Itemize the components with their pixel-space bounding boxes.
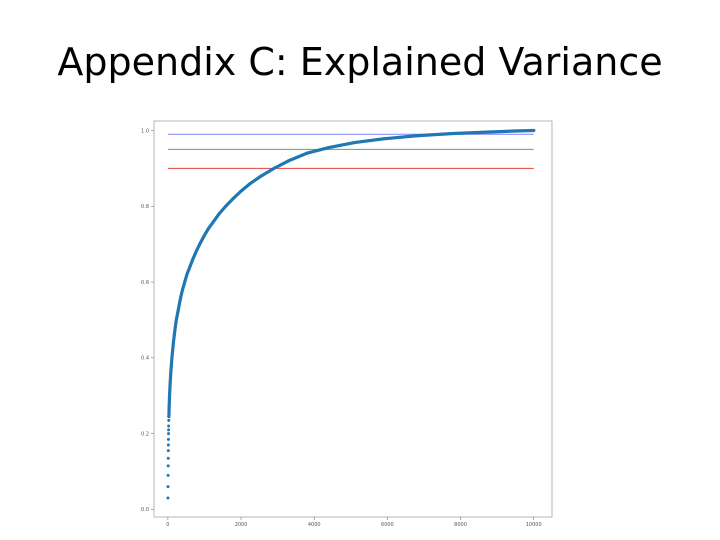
- data-point-44: [248, 182, 252, 186]
- y-tick-label-2: 0.4: [141, 356, 149, 362]
- x-tick-label-1: 2000: [235, 522, 248, 528]
- data-point-54: [488, 130, 492, 134]
- data-point-26: [174, 318, 178, 322]
- data-point-15: [167, 401, 171, 405]
- slide-title: Appendix C: Explained Variance: [57, 40, 663, 84]
- data-point-13: [167, 411, 171, 415]
- data-point-1: [166, 485, 170, 489]
- data-points: [166, 128, 536, 500]
- data-point-33: [188, 265, 192, 269]
- data-point-23: [171, 341, 175, 345]
- x-axis-ticks: 0 2000 4000 6000 8000 10000: [166, 517, 542, 528]
- data-point-29: [179, 295, 183, 299]
- y-tick-label-4: 0.8: [141, 204, 149, 210]
- data-point-0: [166, 496, 170, 500]
- data-point-14: [167, 405, 171, 409]
- data-point-50: [352, 141, 356, 145]
- data-point-22: [171, 348, 175, 352]
- data-point-12: [167, 415, 171, 419]
- data-point-28: [177, 303, 181, 307]
- data-point-45: [259, 174, 263, 178]
- data-point-53: [451, 132, 455, 136]
- data-point-4: [166, 456, 170, 460]
- data-point-49: [327, 146, 331, 150]
- data-point-52: [415, 134, 419, 138]
- x-tick-label-2: 4000: [308, 522, 321, 528]
- data-point-47: [287, 159, 291, 163]
- data-point-9: [167, 428, 171, 432]
- data-point-36: [198, 242, 202, 246]
- data-point-43: [239, 189, 243, 193]
- data-point-21: [170, 356, 174, 360]
- data-point-46: [272, 166, 276, 170]
- data-point-35: [194, 250, 198, 254]
- y-axis-ticks: 0.0 0.2 0.4 0.6 0.8 1.0: [141, 128, 154, 513]
- y-tick-label-3: 0.6: [141, 280, 149, 286]
- y-tick-label-0: 0.0: [141, 507, 149, 513]
- data-point-6: [166, 443, 170, 447]
- data-point-18: [168, 382, 172, 386]
- data-point-10: [167, 424, 171, 428]
- data-point-42: [231, 197, 235, 201]
- explained-variance-chart: 0 2000 4000 6000 8000 10000 0.0 0.2 0.4 0.6 0.8 1.…: [141, 120, 553, 528]
- data-point-32: [185, 272, 189, 276]
- data-point-3: [166, 464, 170, 468]
- data-point-19: [169, 373, 173, 377]
- data-point-39: [212, 219, 216, 223]
- data-point-31: [183, 280, 187, 284]
- x-tick-label-5: 10000: [526, 522, 542, 528]
- data-point-20: [169, 365, 173, 369]
- data-point-25: [173, 326, 177, 330]
- data-point-30: [181, 288, 185, 292]
- data-point-55: [517, 129, 521, 133]
- x-tick-label-3: 6000: [381, 522, 394, 528]
- data-point-2: [166, 473, 170, 477]
- data-point-48: [305, 151, 309, 155]
- x-tick-label-0: 0: [166, 522, 169, 528]
- data-point-16: [167, 396, 171, 400]
- data-point-51: [382, 137, 386, 141]
- data-point-34: [191, 257, 195, 261]
- data-point-8: [167, 432, 171, 436]
- y-tick-label-5: 1.0: [141, 128, 149, 134]
- data-point-56: [532, 128, 536, 132]
- data-point-7: [166, 437, 170, 441]
- data-point-27: [176, 310, 180, 314]
- data-point-24: [172, 333, 176, 337]
- data-point-37: [202, 235, 206, 239]
- data-point-41: [224, 204, 228, 208]
- data-point-17: [168, 390, 172, 394]
- plot-frame: [153, 120, 553, 518]
- data-point-5: [166, 449, 170, 453]
- data-point-11: [167, 418, 171, 422]
- y-tick-label-1: 0.2: [141, 431, 149, 437]
- data-point-40: [217, 212, 221, 216]
- x-tick-label-4: 8000: [454, 522, 467, 528]
- data-point-38: [206, 227, 210, 231]
